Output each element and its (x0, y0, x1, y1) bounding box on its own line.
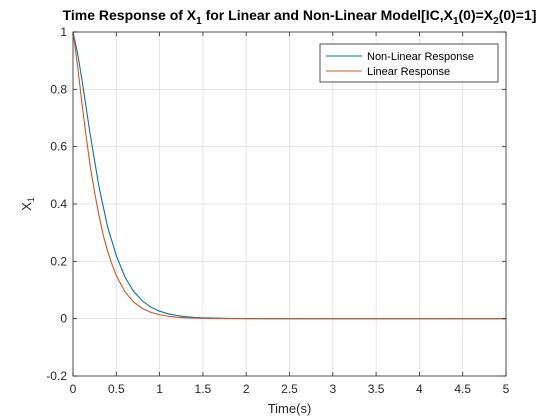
title-segment: (0)=X (459, 7, 494, 23)
ticks (72, 31, 507, 377)
y-tick-label: 0.6 (50, 140, 67, 154)
chart-title: Time Response of X1 for Linear and Non-L… (63, 7, 537, 27)
y-tick-label: 0.8 (50, 82, 67, 96)
y-axis-label-main: X (19, 202, 34, 211)
x-tick-label: 5 (503, 382, 510, 396)
legend-label-non-linear: Non-Linear Response (367, 51, 474, 63)
title-subscript: 2 (493, 16, 499, 27)
y-tick-label: 0 (60, 312, 67, 326)
x-tick-label: 4.5 (454, 382, 471, 396)
title-subscript: 1 (453, 16, 459, 27)
y-tick-label: 0.4 (50, 197, 67, 211)
series-layer (72, 31, 506, 320)
legend-box (319, 43, 499, 83)
x-tick-label: 2 (243, 382, 250, 396)
x-tick-label: 1 (156, 382, 163, 396)
title-subscript: 1 (196, 16, 202, 27)
x-tick-label: 0.5 (108, 382, 125, 396)
title-segment: for Linear and Non-Linear Model[IC,X (202, 7, 454, 23)
title-segment: Time Response of X (63, 7, 197, 23)
y-tick-label: 1 (60, 25, 67, 39)
x-tick-label: 4 (416, 382, 423, 396)
x-tick-label: 3.5 (368, 382, 385, 396)
x-tick-label: 1.5 (195, 382, 212, 396)
x-tick-label: 3 (329, 382, 336, 396)
y-tick-label: -0.2 (46, 369, 67, 383)
y-axis-label: X1 (19, 197, 36, 211)
y-tick-label: 0.2 (50, 254, 67, 268)
legend: Non-Linear Response Linear Response (319, 43, 499, 83)
x-tick-label: 0 (70, 382, 77, 396)
x-axis-label: Time(s) (268, 401, 312, 416)
y-axis-label-sub: 1 (26, 197, 36, 202)
legend-label-linear: Linear Response (367, 66, 450, 78)
series-line-linear (72, 31, 506, 320)
tick-labels: 0 0.5 1 1.5 2 2.5 3 3.5 4 4.5 5-0.200.20.40.60.81 (46, 25, 509, 396)
title-segment: (0)=1] (499, 7, 537, 23)
x-tick-label: 2.5 (281, 382, 298, 396)
